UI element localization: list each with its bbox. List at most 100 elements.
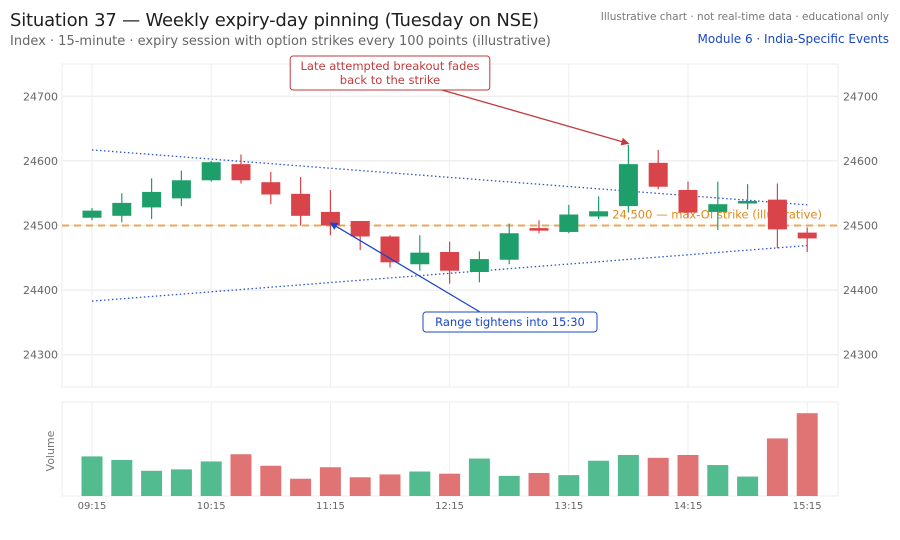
x-tick-label: 15:15 (793, 501, 822, 512)
disclaimer-note: Illustrative chart · not real-time data … (600, 11, 889, 23)
x-tick-label: 10:15 (197, 501, 226, 512)
volume-bar (528, 472, 550, 496)
candle (589, 196, 609, 220)
candle-body (797, 232, 817, 239)
candle (529, 220, 549, 234)
volume-bar (439, 473, 461, 496)
candle (678, 181, 698, 218)
candle-body (350, 220, 370, 237)
candle-body (320, 211, 340, 226)
y-tick-label-right: 24400 (843, 284, 878, 297)
annotation-box (422, 311, 598, 333)
volume-bar (707, 465, 729, 496)
volume-bar (200, 461, 222, 496)
candle-body (767, 199, 787, 230)
volume-bar (81, 456, 103, 496)
candle (231, 154, 251, 184)
candle-body (112, 202, 132, 216)
x-tick-label: 14:15 (674, 501, 703, 512)
y-tick-label: 24600 (23, 155, 58, 168)
volume-bar (141, 470, 163, 496)
y-axis-left: 24300 24400 24500 24600 24700 (23, 90, 58, 361)
candle (767, 183, 787, 249)
candle-body (529, 228, 549, 231)
candle-body (499, 233, 519, 260)
volume-bar (498, 475, 520, 496)
module-link[interactable]: Module 6 · India-Specific Events (697, 32, 889, 46)
annotation-range: Range tightens into 15:30 (329, 222, 598, 333)
annotation-text: back to the strike (340, 73, 440, 87)
candle (469, 251, 489, 283)
volume-bar (379, 474, 401, 496)
volume-bar (260, 465, 282, 496)
y-tick-label: 24400 (23, 284, 58, 297)
volume-bar (468, 458, 490, 496)
candle-body (231, 164, 251, 181)
candle-body (469, 259, 489, 273)
volume-bar (409, 471, 431, 496)
y-tick-label-right: 24600 (843, 155, 878, 168)
candle-body (708, 204, 728, 212)
candle (112, 193, 132, 223)
annotation-text: Range tightens into 15:30 (435, 315, 585, 329)
volume-axis-label: Volume (44, 430, 57, 471)
candle-body (678, 189, 698, 213)
candle (618, 144, 638, 213)
volume-bar (766, 438, 788, 496)
x-tick-label: 13:15 (554, 501, 583, 512)
candle (648, 149, 668, 190)
candle (261, 171, 281, 205)
volume-bar (617, 454, 639, 496)
candle-body (410, 252, 430, 265)
candle (320, 189, 340, 236)
candle-body (589, 211, 609, 217)
candle-body (201, 162, 221, 181)
candle-body (738, 200, 758, 204)
candle (440, 241, 460, 284)
y-tick-label: 24700 (23, 90, 58, 103)
x-tick-label: 11:15 (316, 501, 345, 512)
page-title: Situation 37 — Weekly expiry-day pinning… (10, 10, 539, 31)
candle (797, 227, 817, 252)
volume-bars (81, 413, 818, 496)
page-subtitle: Index · 15-minute · expiry session with … (10, 34, 551, 49)
y-tick-label: 24500 (23, 220, 58, 233)
candle (82, 208, 102, 221)
candle (499, 223, 519, 265)
volume-bar (290, 478, 312, 496)
candles (82, 144, 817, 284)
y-tick-label-right: 24700 (843, 90, 878, 103)
annotation-text: Late attempted breakout fades (301, 59, 480, 73)
candle-body (171, 180, 191, 199)
candle (142, 178, 162, 220)
x-axis: 09:15 10:15 11:15 12:15 13:15 14:15 15:15 Volum… (44, 430, 822, 512)
y-tick-label-right: 24300 (843, 349, 878, 362)
annotation-box (289, 55, 491, 91)
candle-body (82, 210, 102, 218)
candle-body (261, 182, 281, 195)
x-tick-label: 09:15 (78, 501, 107, 512)
candle (708, 181, 728, 231)
y-tick-label: 24300 (23, 349, 58, 362)
candle-body (440, 251, 460, 271)
volume-bar (647, 457, 669, 496)
candle-body (291, 193, 311, 216)
candle-body (618, 164, 638, 207)
volume-bar (319, 467, 341, 496)
volume-bar (558, 475, 580, 496)
candle (291, 177, 311, 226)
y-axis-right: 24300 24400 24500 24600 24700 (843, 90, 878, 361)
candle (201, 160, 221, 182)
candle-body (142, 191, 162, 208)
annotation-arrow (329, 222, 481, 313)
volume-bar (796, 413, 818, 496)
annotation-arrow (441, 89, 630, 146)
candle (559, 204, 579, 234)
candle (171, 170, 191, 207)
volume-bar (677, 454, 699, 496)
volume-bar (588, 460, 610, 496)
candle (350, 220, 370, 251)
volume-bar (349, 477, 371, 496)
